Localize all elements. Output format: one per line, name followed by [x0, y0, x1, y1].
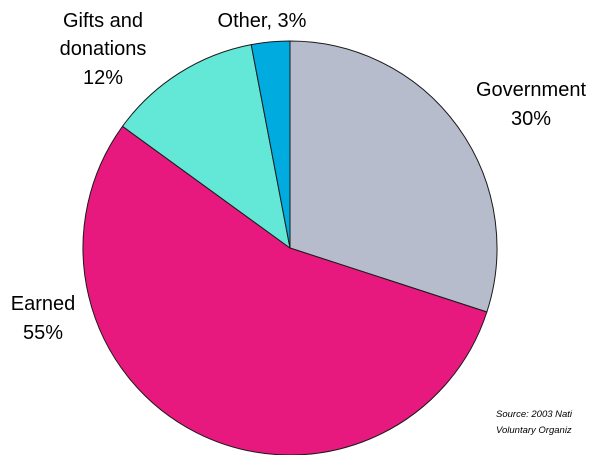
label-government-percent: 30%	[511, 108, 551, 130]
label-gifts-percent: 12%	[83, 67, 123, 89]
pie-slice-government	[289, 40, 498, 313]
pie-slice-gifts-and-donations	[122, 44, 291, 249]
label-government-name: Government	[476, 79, 586, 101]
source-note-line2: Voluntary Organiz	[496, 425, 572, 436]
label-gifts-line1: Gifts and	[63, 10, 143, 32]
source-note-line1: Source: 2003 Nati	[496, 409, 573, 420]
pie-slice-earned	[82, 125, 488, 455]
label-other: Other, 3%	[218, 10, 307, 32]
label-gifts-line2: donations	[60, 38, 147, 60]
pie-slice-other	[250, 40, 291, 249]
label-earned-percent: 55%	[23, 322, 63, 344]
pie-slices	[82, 40, 498, 455]
label-earned-name: Earned	[11, 293, 76, 315]
